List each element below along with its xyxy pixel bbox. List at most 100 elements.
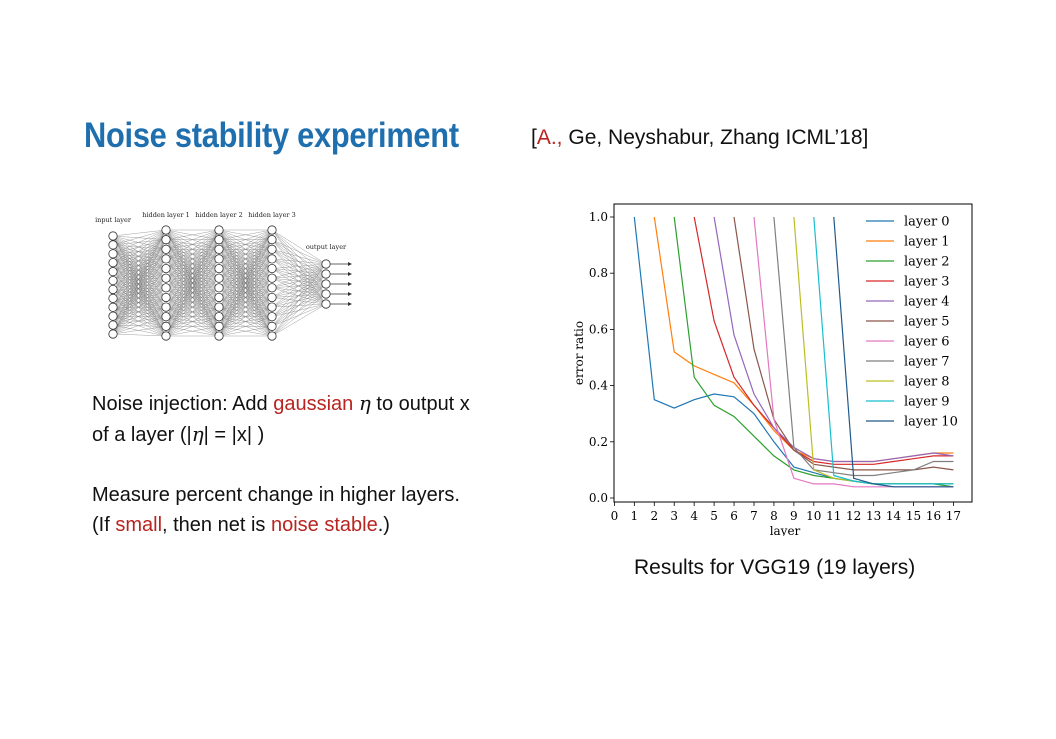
connection-line bbox=[112, 229, 167, 272]
y-tick-label: 0.0 bbox=[589, 491, 608, 505]
connection-line bbox=[112, 249, 167, 317]
noise-injection-line-2: of a layer (|η| = |x| ) bbox=[92, 419, 470, 450]
connection-line bbox=[112, 278, 167, 290]
connection-line bbox=[112, 253, 167, 298]
connection-line bbox=[112, 278, 167, 299]
connection-line bbox=[112, 235, 167, 327]
connection-line bbox=[271, 263, 327, 288]
connection-line bbox=[112, 229, 167, 263]
neuron-node bbox=[267, 321, 277, 331]
diagram-layer-label: hidden layer 3 bbox=[248, 211, 295, 219]
neuron-node bbox=[161, 292, 171, 303]
connection-line bbox=[112, 262, 167, 298]
connection-line bbox=[271, 268, 327, 285]
connection-line bbox=[271, 297, 327, 305]
connection-line bbox=[112, 307, 167, 337]
x-tick-label: 15 bbox=[906, 509, 921, 523]
x-tick-label: 5 bbox=[710, 509, 718, 523]
connection-line bbox=[112, 253, 167, 308]
connection-line bbox=[112, 244, 167, 317]
connection-line bbox=[112, 271, 167, 308]
series-line-layer-10 bbox=[833, 216, 954, 488]
connection-line bbox=[112, 249, 167, 335]
neuron-node bbox=[214, 244, 224, 254]
connection-line bbox=[112, 253, 167, 260]
neuron-node bbox=[161, 312, 171, 322]
connection-line bbox=[112, 262, 167, 308]
connection-line bbox=[271, 268, 327, 295]
connection-line bbox=[112, 239, 167, 290]
measure-line-1: Measure percent change in higher layers. bbox=[92, 484, 460, 506]
plot-frame bbox=[613, 203, 973, 503]
connection-line bbox=[112, 239, 167, 246]
connection-line bbox=[218, 229, 273, 288]
connection-line bbox=[271, 263, 327, 317]
output-arrowhead bbox=[348, 282, 352, 286]
x-tick-label: 1 bbox=[631, 509, 639, 523]
neuron-node bbox=[267, 235, 277, 245]
connection-line bbox=[112, 239, 167, 263]
legend-label: layer 8 bbox=[904, 375, 950, 390]
connection-line bbox=[112, 278, 167, 281]
output-arrowhead bbox=[348, 272, 352, 276]
connection-line bbox=[112, 244, 167, 260]
connection-line bbox=[218, 326, 273, 337]
connection-line bbox=[112, 262, 167, 269]
connection-line bbox=[112, 239, 167, 272]
connection-line bbox=[165, 229, 220, 250]
connection-line bbox=[271, 263, 327, 298]
connection-line bbox=[112, 278, 167, 317]
neuron-node bbox=[267, 263, 277, 274]
connection-line bbox=[112, 229, 167, 237]
connection-line bbox=[112, 280, 167, 337]
connection-line bbox=[218, 229, 273, 279]
neuron-node bbox=[267, 331, 277, 341]
series-line-layer-5 bbox=[733, 216, 954, 471]
y-tick-label: 0.6 bbox=[589, 322, 608, 336]
legend-label: layer 5 bbox=[904, 315, 950, 330]
connection-line bbox=[112, 278, 167, 335]
text-segment: of a layer (| bbox=[92, 424, 192, 446]
connection-line bbox=[165, 297, 220, 337]
connection-line bbox=[112, 239, 167, 281]
text-segment: , then net is bbox=[162, 514, 271, 536]
connection-line bbox=[165, 326, 220, 337]
connection-line bbox=[271, 263, 327, 279]
x-tick-label: 17 bbox=[946, 509, 961, 523]
neuron-node bbox=[267, 292, 277, 303]
neuron-node bbox=[321, 289, 331, 299]
series-line-layer-3 bbox=[693, 216, 954, 465]
connection-line bbox=[112, 287, 167, 326]
connection-line bbox=[112, 268, 167, 335]
noise-injection-paragraph: Noise injection: Add gaussian η to outpu… bbox=[92, 388, 470, 450]
neuron-node bbox=[161, 263, 171, 274]
connection-line bbox=[112, 249, 167, 254]
error-ratio-chart: 0.00.20.40.60.81.00 1 2 3 4 5 6 7 8 9 10 11 12 13 14 15… bbox=[572, 203, 973, 536]
connection-line bbox=[165, 268, 220, 337]
connection-line bbox=[218, 297, 273, 337]
connection-line bbox=[112, 258, 167, 317]
neuron-node bbox=[214, 254, 224, 264]
connection-line bbox=[112, 235, 167, 298]
connection-line bbox=[112, 262, 167, 317]
text-segment: | = |x| ) bbox=[203, 424, 265, 446]
connection-line bbox=[112, 235, 167, 308]
connection-line bbox=[165, 316, 220, 337]
connection-line bbox=[112, 287, 167, 299]
connection-line bbox=[112, 253, 167, 288]
neuron-node bbox=[108, 320, 118, 330]
connection-line bbox=[112, 278, 167, 308]
neuron-node bbox=[108, 240, 118, 250]
connection-line bbox=[112, 249, 167, 290]
diagram-layer-label: hidden layer 1 bbox=[142, 211, 189, 219]
connection-line bbox=[218, 229, 273, 240]
connection-line bbox=[271, 249, 327, 275]
measure-line-2: (If small, then net is noise stable.) bbox=[92, 510, 460, 540]
connection-line bbox=[112, 268, 167, 326]
x-tick-label: 2 bbox=[650, 509, 658, 523]
connection-line bbox=[112, 268, 167, 317]
connection-line bbox=[271, 287, 327, 295]
connection-line bbox=[112, 229, 167, 299]
connection-line bbox=[271, 263, 327, 269]
connection-line bbox=[112, 289, 167, 298]
